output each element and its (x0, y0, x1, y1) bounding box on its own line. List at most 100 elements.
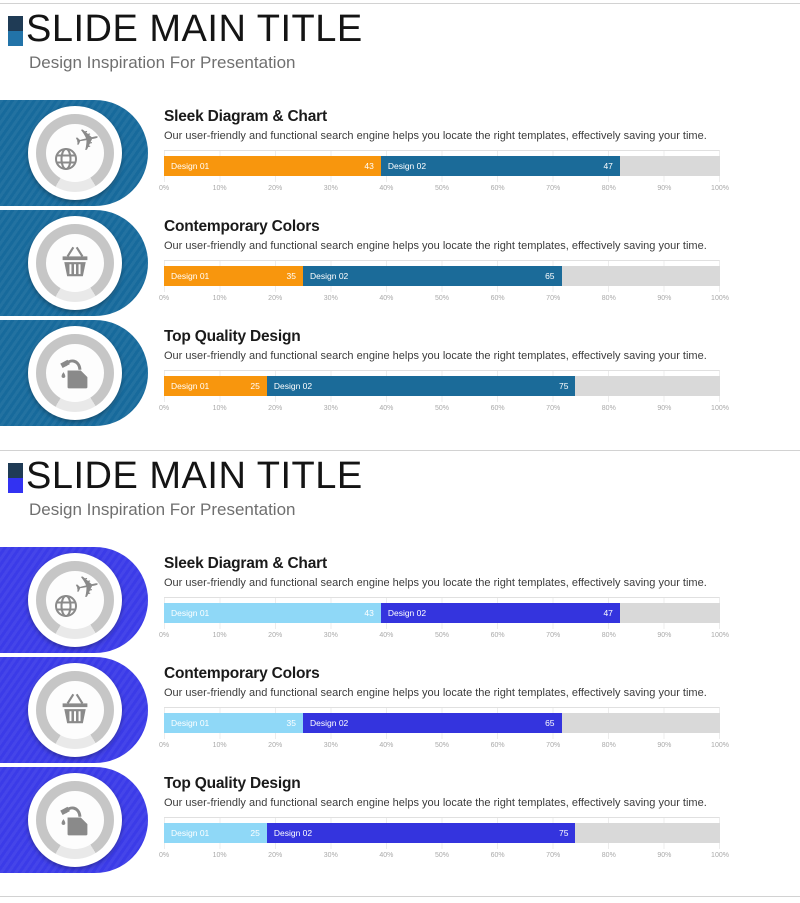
segment-value: 25 (250, 828, 260, 838)
fuel-can-icon (55, 801, 95, 839)
icon-circle: ✈ (28, 553, 122, 647)
axis-tick-label: 20% (268, 295, 283, 302)
axis-tick-label: 70% (546, 405, 561, 412)
icon-circle (28, 326, 122, 420)
page: { "axis": { "labels": ["0%","10%","20%",… (0, 3, 800, 903)
axis-tick-label: 0% (158, 295, 170, 302)
axis-tick-label: 80% (601, 295, 616, 302)
slide-main-title: SLIDE MAIN TITLE (26, 8, 363, 50)
bar-segment-design02: Design 02 65 (303, 713, 562, 733)
axis-tick-label: 30% (323, 295, 338, 302)
axis-tick-label: 90% (657, 742, 672, 749)
bar-segment-design02: Design 02 75 (266, 376, 576, 396)
bar-segment-design02: Design 02 75 (266, 823, 576, 843)
icon-tab (0, 657, 148, 763)
axis-tick-label: 0% (158, 185, 170, 192)
axis-tick-label: 40% (379, 852, 394, 859)
section-content: Sleek Diagram & Chart Our user-friendly … (159, 547, 729, 653)
section-title: Contemporary Colors (164, 218, 320, 235)
section-title: Sleek Diagram & Chart (164, 555, 327, 572)
axis-tick-label: 50% (434, 742, 450, 749)
section-title: Top Quality Design (164, 328, 301, 345)
bar-segment-design02: Design 02 65 (303, 266, 562, 286)
bar-segment-design01: Design 01 43 (164, 603, 381, 623)
axis-tick-label: 100% (711, 185, 729, 192)
title-marker (8, 16, 23, 46)
ring-inner (46, 344, 104, 402)
segment-value: 47 (603, 161, 613, 171)
axis-tick-label: 80% (601, 852, 616, 859)
axis-tick-label: 20% (268, 742, 283, 749)
section-description: Our user-friendly and functional search … (164, 577, 707, 589)
segment-value: 35 (286, 718, 296, 728)
shopping-basket-icon (55, 691, 95, 729)
plane-globe-icon: ✈ (53, 122, 103, 172)
bar-track: Design 01 35 Design 02 65 (164, 266, 720, 286)
segment-label: Design 01 (171, 271, 210, 281)
segment-label: Design 01 (171, 608, 210, 618)
slide-1: SLIDE MAIN TITLE Design Inspiration For … (0, 3, 800, 450)
progress-ring: ✈ (36, 114, 114, 192)
section-description: Our user-friendly and functional search … (164, 687, 707, 699)
stacked-bar-chart: Design 01 35 Design 02 65 0% 10% 20% 30% 40%… (159, 707, 729, 753)
section-content: Contemporary Colors Our user-friendly an… (159, 657, 729, 763)
x-axis-labels: 0% 10% 20% 30% 40% 50% 60% 70% 80% 90% 100% (159, 742, 729, 752)
icon-tab (0, 320, 148, 426)
axis-tick-label: 10% (212, 405, 227, 412)
axis-tick-label: 70% (546, 852, 561, 859)
segment-label: Design 01 (171, 718, 210, 728)
x-axis-labels: 0% 10% 20% 30% 40% 50% 60% 70% 80% 90% 100% (159, 185, 729, 195)
axis-tick-label: 20% (268, 852, 283, 859)
section-description: Our user-friendly and functional search … (164, 240, 707, 252)
title-marker-bottom (8, 478, 23, 493)
axis-tick-label: 0% (158, 852, 170, 859)
axis-tick-label: 70% (546, 295, 561, 302)
axis-tick-label: 90% (657, 295, 672, 302)
axis-tick-label: 60% (490, 295, 505, 302)
segment-label: Design 02 (273, 381, 313, 391)
axis-tick-label: 10% (212, 295, 227, 302)
axis-tick-label: 20% (268, 405, 283, 412)
axis-tick-label: 90% (657, 185, 672, 192)
bar-segment-design02: Design 02 47 (380, 603, 620, 623)
icon-tab (0, 210, 148, 316)
axis-tick-label: 90% (657, 632, 672, 639)
ring-inner: ✈ (46, 122, 104, 182)
bar-segment-design01: Design 01 25 (164, 376, 267, 396)
segment-label: Design 01 (171, 161, 210, 171)
axis-tick-label: 60% (490, 852, 505, 859)
progress-ring (36, 224, 114, 302)
stacked-bar-chart: Design 01 43 Design 02 47 0% 10% 20% 30% 40%… (159, 597, 729, 643)
axis-tick-label: 50% (434, 852, 450, 859)
title-marker-top (8, 16, 23, 31)
ring-inner (46, 234, 104, 292)
slide-main-title: SLIDE MAIN TITLE (26, 455, 363, 497)
segment-label: Design 02 (310, 718, 349, 728)
axis-tick-label: 50% (434, 295, 450, 302)
segment-value: 75 (558, 828, 569, 838)
airplane-glyph: ✈ (71, 568, 104, 607)
segment-label: Design 02 (310, 271, 349, 281)
slide-subtitle: Design Inspiration For Presentation (29, 500, 296, 519)
axis-tick-label: 10% (212, 185, 227, 192)
section-top-quality: Top Quality Design Our user-friendly and… (0, 320, 800, 426)
title-marker-top (8, 463, 23, 478)
axis-tick-label: 40% (379, 295, 394, 302)
bar-segment-design02: Design 02 47 (380, 156, 620, 176)
icon-tab: ✈ (0, 547, 148, 653)
axis-tick-label: 50% (434, 405, 450, 412)
fuel-can-icon (55, 354, 95, 392)
axis-tick-label: 80% (601, 632, 616, 639)
axis-tick-label: 70% (546, 742, 561, 749)
segment-value: 65 (545, 718, 555, 728)
section-title: Contemporary Colors (164, 665, 320, 682)
x-axis-labels: 0% 10% 20% 30% 40% 50% 60% 70% 80% 90% 100% (159, 405, 729, 415)
icon-circle (28, 663, 122, 757)
axis-tick-label: 80% (601, 742, 616, 749)
axis-tick-label: 30% (323, 742, 338, 749)
axis-tick-label: 20% (268, 185, 283, 192)
bar-segment-design01: Design 01 35 (164, 266, 303, 286)
title-marker-bottom (8, 31, 23, 46)
ring-inner (46, 791, 104, 849)
axis-tick-label: 0% (158, 405, 170, 412)
